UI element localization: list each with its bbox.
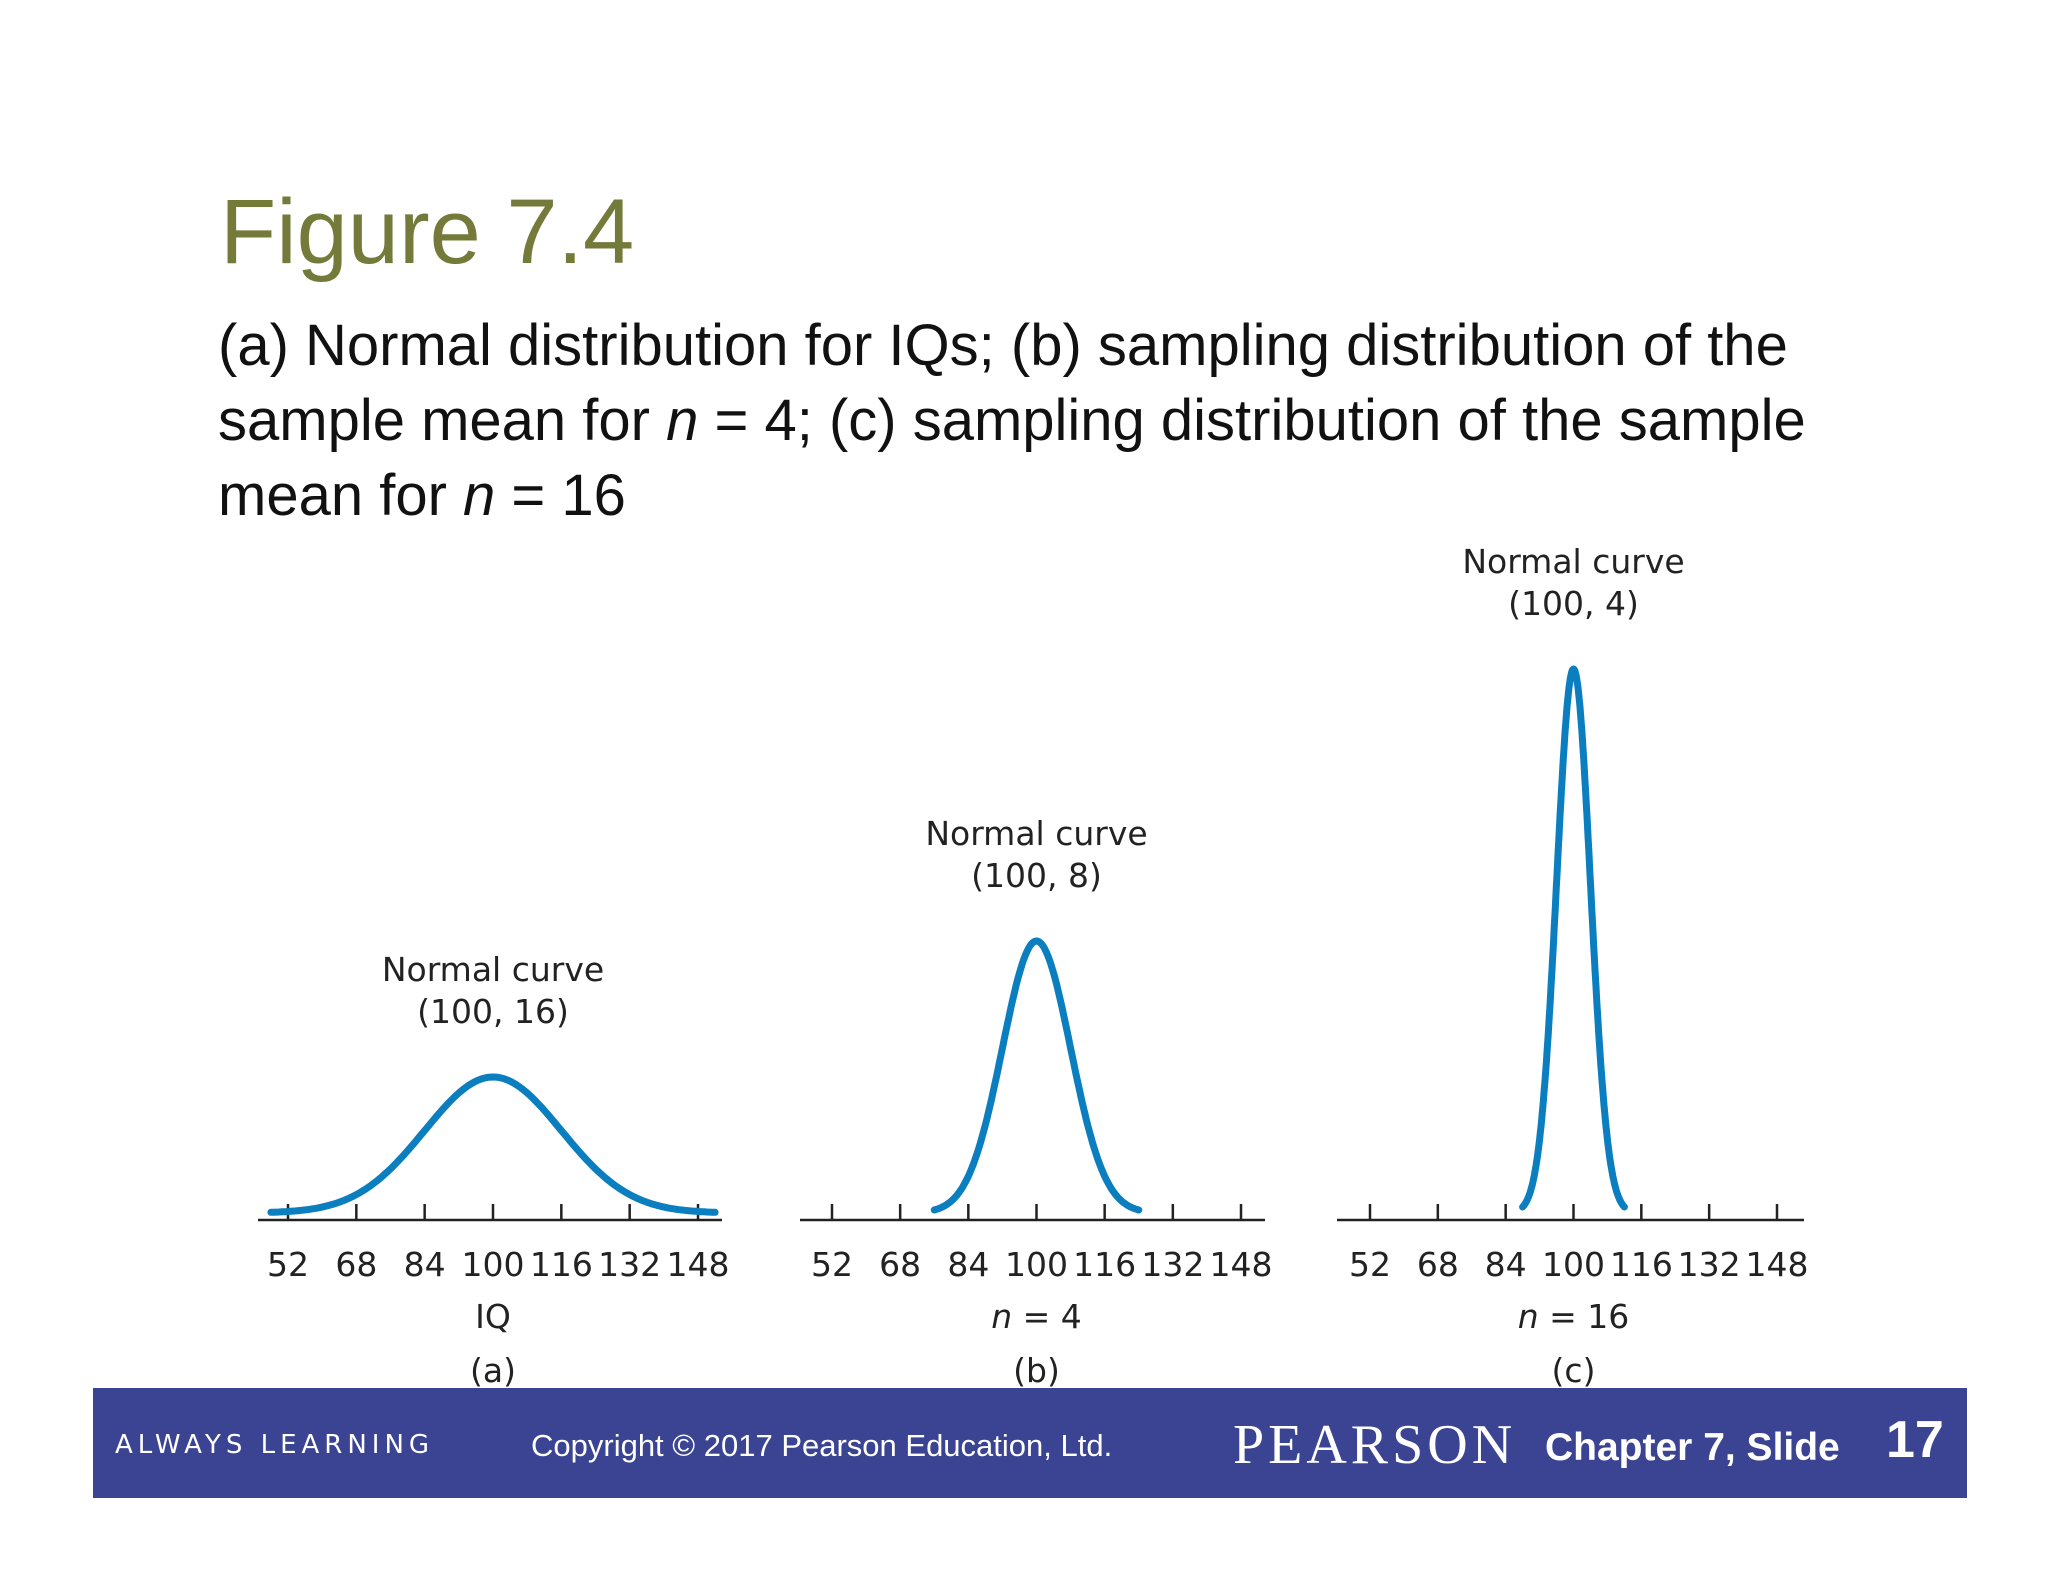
curve-label-params: (100, 8)	[971, 856, 1102, 895]
x-axis-label-rest: = 4	[1012, 1297, 1082, 1336]
slide-title: Figure 7.4	[220, 181, 635, 283]
curve-label-name: Normal curve	[382, 950, 604, 989]
normal-curve-line	[267, 1073, 719, 1216]
x-tick-label: 84	[947, 1245, 989, 1284]
x-axis-label: n = 16	[1518, 1297, 1630, 1336]
x-tick-label: 100	[1542, 1245, 1605, 1284]
x-axis-label-var: n	[991, 1297, 1012, 1336]
x-tick-label: 132	[1678, 1245, 1741, 1284]
chart-panel-1: 52 68 84 100 116 132 148 Normal curve(100, 16) I…	[258, 950, 730, 1390]
x-tick-label: 52	[267, 1245, 309, 1284]
x-axis-label-rest: = 16	[1539, 1297, 1630, 1336]
footer-slide-number: 17	[1886, 1411, 1944, 1469]
panel-label: (a)	[470, 1351, 516, 1390]
x-tick-label: 52	[811, 1245, 853, 1284]
panel-label: (b)	[1013, 1351, 1060, 1390]
curve-label-name: Normal curve	[1462, 542, 1684, 581]
x-tick-label: 148	[1746, 1245, 1809, 1284]
x-tick-label: 132	[1141, 1245, 1204, 1284]
x-tick-label: 68	[1417, 1245, 1459, 1284]
subtitle-text-1: (a) Normal distribution for IQs; (b) sam…	[218, 313, 1788, 453]
slide-subtitle: (a) Normal distribution for IQs; (b) sam…	[218, 308, 1868, 533]
x-tick-label: 84	[404, 1245, 446, 1284]
subtitle-text-2: = 4; (c) sampling distribution of the sa…	[218, 388, 1806, 528]
normal-curve-line	[1519, 665, 1628, 1211]
x-tick-label: 84	[1485, 1245, 1527, 1284]
subtitle-var-n1: n	[666, 388, 699, 453]
chart-panel-2: 52 68 84 100 116 132 148 Normal curve(100, 8) n …	[800, 814, 1273, 1390]
x-axis-label-var: n	[1518, 1297, 1539, 1336]
subtitle-var-n2: n	[463, 463, 496, 528]
x-tick-label: 100	[462, 1245, 525, 1284]
x-tick-label: 148	[1210, 1245, 1273, 1284]
chart-panel-3: 52 68 84 100 116 132 148 Normal curve(100, 4) n …	[1337, 542, 1809, 1390]
x-tick-label: 68	[335, 1245, 377, 1284]
footer-bar: ALWAYS LEARNING Copyright © 2017 Pearson…	[93, 1388, 1967, 1498]
x-tick-label: 116	[1610, 1245, 1673, 1284]
normal-curve-line	[930, 937, 1143, 1214]
footer-tagline: ALWAYS LEARNING	[115, 1430, 435, 1460]
x-axis-label: IQ	[475, 1297, 511, 1336]
x-tick-label: 68	[879, 1245, 921, 1284]
footer-chapter-label: Chapter 7, Slide	[1545, 1426, 1840, 1469]
pearson-logo: PEARSON	[1233, 1414, 1517, 1476]
x-tick-label: 116	[1073, 1245, 1136, 1284]
curve-label-params: (100, 4)	[1508, 584, 1639, 623]
footer-copyright: Copyright © 2017 Pearson Education, Ltd.	[531, 1428, 1113, 1463]
x-tick-label: 116	[530, 1245, 593, 1284]
x-tick-label: 52	[1349, 1245, 1391, 1284]
curve-label-params: (100, 16)	[417, 992, 569, 1031]
panel-label: (c)	[1552, 1351, 1596, 1390]
x-axis-label: n = 4	[991, 1297, 1082, 1336]
x-tick-label: 100	[1005, 1245, 1068, 1284]
subtitle-text-3: = 16	[495, 463, 626, 528]
x-tick-label: 148	[667, 1245, 730, 1284]
x-tick-label: 132	[598, 1245, 661, 1284]
curve-label-name: Normal curve	[925, 814, 1147, 853]
